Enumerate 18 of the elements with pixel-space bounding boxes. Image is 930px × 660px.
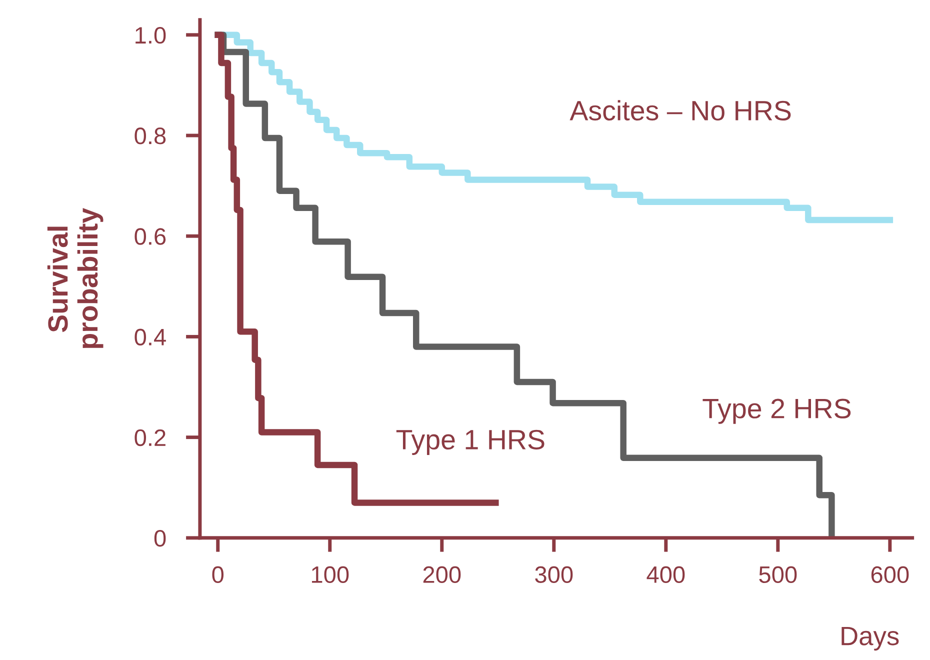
y-tick-label: 0 bbox=[154, 530, 166, 547]
y-tick-label: 0.6 bbox=[134, 228, 166, 245]
annotation: Type 2 HRS bbox=[702, 398, 851, 424]
x-tick-label: 500 bbox=[759, 566, 797, 584]
y-tick-label: 0.8 bbox=[134, 128, 166, 144]
y-tick-label: 0.4 bbox=[134, 328, 166, 346]
y-tick-label: 1.0 bbox=[136, 26, 166, 44]
annotation: Ascites – No HRS bbox=[570, 100, 791, 121]
y-axis-title: Survival probability bbox=[47, 208, 104, 348]
x-tick-label: 400 bbox=[646, 566, 685, 584]
x-tick-label: 600 bbox=[871, 566, 909, 584]
y-tick-label: 0.2 bbox=[134, 429, 166, 446]
x-tick-label: 300 bbox=[535, 566, 573, 584]
x-tick-label: 100 bbox=[312, 566, 349, 584]
x-tick-label: 200 bbox=[423, 566, 461, 584]
x-axis-title: Days bbox=[842, 626, 899, 651]
annotation: Type 1 HRS bbox=[396, 430, 544, 455]
x-tick-label: 0 bbox=[212, 566, 224, 584]
